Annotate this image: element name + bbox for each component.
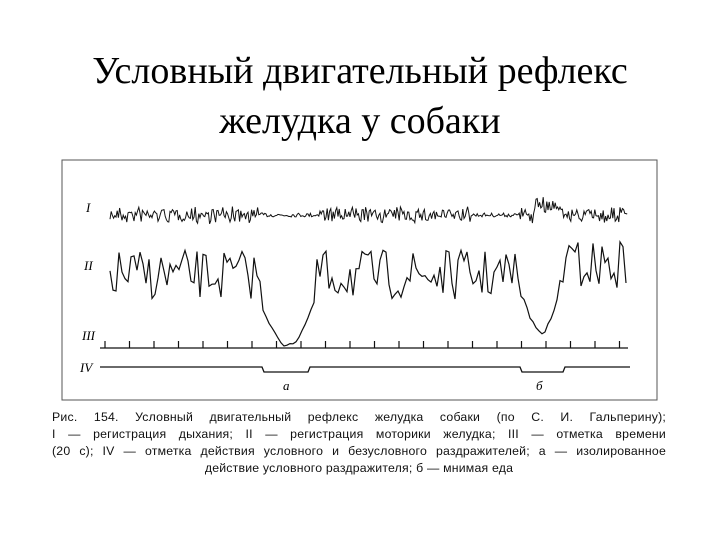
trace xyxy=(109,240,627,347)
caption-line: I — регистрация дыхания; II — регистраци… xyxy=(52,427,666,441)
caption-line: Рис. 154. Условный двигательный рефлекс … xyxy=(52,410,666,424)
trace-label: III xyxy=(81,328,96,343)
caption-line: действие условного раздражителя; б — мни… xyxy=(204,461,514,475)
mark-label: а xyxy=(283,378,290,393)
trace xyxy=(100,341,628,349)
traces xyxy=(100,197,630,373)
trace-label: II xyxy=(83,258,93,273)
caption-line: (20 с); IV — отметка действия условного … xyxy=(52,444,666,458)
trace-label: IV xyxy=(79,360,94,375)
figure-frame xyxy=(61,159,658,401)
mark-label: б xyxy=(536,378,543,393)
slide-title: Условный двигательный рефлекс желудка у … xyxy=(92,50,628,142)
trace-label: I xyxy=(85,200,91,215)
trace xyxy=(100,366,630,373)
trace xyxy=(109,197,628,225)
